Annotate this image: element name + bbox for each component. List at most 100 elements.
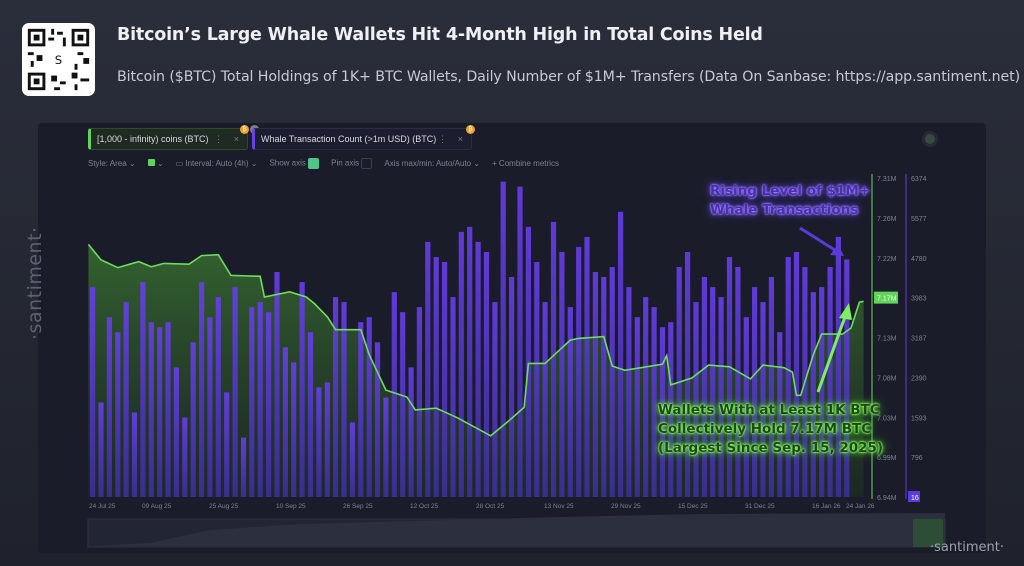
left-axis-tick: 6.94M — [877, 495, 897, 502]
whale-transaction-bar — [819, 287, 825, 497]
color-picker[interactable]: ⌄ — [147, 159, 164, 168]
whale-transaction-bar — [777, 332, 783, 497]
whale-transaction-bar — [752, 287, 758, 497]
navigator-selection-handle[interactable] — [913, 519, 943, 547]
left-axis-tick: 7.31M — [877, 176, 897, 183]
annotation-line: (Largest Since Sep. 15, 2025) — [658, 440, 884, 456]
whale-transaction-bar — [232, 287, 238, 497]
left-axis-tick: 7.03M — [877, 415, 897, 422]
metric-chip-large-wallets[interactable]: [1,000 - infinity) coins (BTC) ⋮ × — [88, 128, 248, 150]
right-axis-tick: 2390 — [911, 375, 927, 382]
axis-maxmin-dropdown[interactable]: Axis max/min: Auto/Auto ⌄ — [384, 159, 481, 168]
right-axis-tick: 3187 — [911, 336, 927, 343]
holdings-line — [87, 243, 864, 437]
close-icon[interactable]: × — [457, 134, 463, 144]
right-axis-tick: 796 — [911, 455, 923, 462]
x-axis-tick: 24 Jul 25 — [89, 503, 116, 510]
whale-transaction-bar — [760, 302, 766, 497]
whale-transaction-bar — [643, 297, 649, 497]
whale-transaction-bar — [601, 277, 607, 497]
whale-transaction-bar — [576, 246, 582, 497]
right-axis-tick: 6374 — [911, 176, 927, 183]
whale-transaction-bar — [165, 322, 171, 497]
x-axis-tick: 10 Sep 25 — [276, 503, 306, 510]
whale-transaction-bar — [199, 282, 205, 497]
x-axis-tick: 25 Aug 25 — [209, 503, 239, 510]
whale-transaction-bar — [240, 437, 247, 497]
combine-metrics-button[interactable]: + Combine metrics — [492, 159, 559, 168]
whale-transaction-bar — [98, 402, 104, 497]
whale-transaction-bar — [291, 362, 297, 497]
whale-transaction-bar — [341, 302, 347, 497]
metric-label: [1,000 - infinity) coins (BTC) — [97, 134, 209, 144]
whale-transaction-bar — [743, 317, 749, 497]
whale-transaction-bar — [266, 312, 272, 497]
whale-transaction-bar — [115, 332, 121, 497]
axis-maxmin-label: Axis max/min: Auto/Auto — [384, 159, 472, 168]
arrow-purple-head — [830, 244, 844, 256]
bitcoin-badge-icon: ₿ — [240, 125, 249, 134]
x-axis-tick: 26 Sep 25 — [343, 503, 373, 510]
whale-transaction-bar — [131, 412, 138, 497]
show-axis-toggle[interactable]: Show axis — [269, 158, 320, 169]
arrow-purple — [799, 226, 839, 254]
style-dropdown[interactable]: Style: Area ⌄ — [88, 159, 136, 168]
style-label: Style: Area — [88, 159, 127, 168]
close-icon[interactable]: × — [233, 134, 239, 144]
qr-logo: S — [55, 53, 62, 67]
whale-transaction-bar — [324, 382, 330, 497]
left-axis-tick: 7.08M — [877, 375, 897, 382]
settings-icon[interactable] — [925, 134, 935, 144]
whale-transaction-bar — [349, 422, 355, 497]
right-axis-tick: 5577 — [911, 216, 927, 223]
right-axis-tick: 4780 — [911, 256, 927, 263]
whale-transaction-bar — [726, 257, 733, 497]
whale-transaction-bar — [274, 272, 280, 497]
annotation-whale-transactions: Rising Level of $1M+ Whale Transactions — [710, 182, 870, 220]
checkbox[interactable] — [361, 158, 373, 169]
whale-transaction-bar — [534, 262, 540, 497]
whale-transaction-bar — [550, 221, 557, 497]
whale-transaction-bar — [710, 287, 716, 497]
whale-transaction-bar — [483, 252, 490, 497]
x-axis-tick: 24 Jan 26 — [846, 503, 875, 510]
whale-transaction-bar — [358, 322, 364, 497]
more-options-icon[interactable]: ⋮ — [438, 133, 447, 144]
pin-axis-toggle[interactable]: Pin axis — [331, 158, 373, 169]
right-axis-tick: 3983 — [911, 296, 927, 303]
metric-label: Whale Transaction Count (>1m USD) (BTC) — [261, 134, 437, 144]
left-axis-tick: 7.17M — [877, 296, 897, 303]
whale-transaction-bar — [148, 322, 154, 497]
metric-chip-whale-transactions[interactable]: Whale Transaction Count (>1m USD) (BTC) … — [252, 128, 472, 150]
whale-transaction-bar — [316, 387, 322, 497]
x-axis-tick: 15 Dec 25 — [678, 503, 708, 510]
whale-transaction-bar — [374, 342, 381, 497]
whale-transaction-bar — [299, 282, 305, 497]
show-axis-label: Show axis — [269, 158, 306, 168]
whale-transaction-bar — [157, 327, 163, 497]
left-axis-tick: 6.99M — [877, 455, 897, 462]
arrow-green — [816, 313, 848, 393]
whale-transaction-bar — [106, 317, 112, 497]
whale-transaction-bar — [735, 267, 741, 497]
interval-dropdown[interactable]: ▭ Interval: Auto (4h) ⌄ — [175, 159, 258, 168]
whale-transaction-bar — [215, 297, 221, 497]
whale-transaction-bar — [659, 327, 666, 497]
whale-transaction-bar — [257, 302, 263, 497]
whale-transaction-bar — [517, 186, 523, 497]
whale-transaction-bar — [835, 236, 841, 497]
whale-transaction-bar — [333, 297, 339, 497]
x-axis-tick: 29 Nov 25 — [611, 503, 641, 510]
whale-transaction-bar — [282, 347, 288, 497]
x-axis-tick: 16 Jan 26 — [812, 503, 841, 510]
whale-transaction-bar — [542, 302, 548, 497]
whale-transaction-bar — [584, 236, 590, 497]
whale-transaction-bar — [718, 297, 724, 497]
more-options-icon[interactable]: ⋮ — [214, 133, 223, 144]
whale-transaction-bar — [190, 342, 196, 497]
checkbox-checked[interactable] — [308, 158, 320, 169]
arrow-green-head — [839, 303, 852, 320]
min-value-badge — [908, 491, 920, 502]
whale-transaction-bar — [634, 317, 640, 497]
